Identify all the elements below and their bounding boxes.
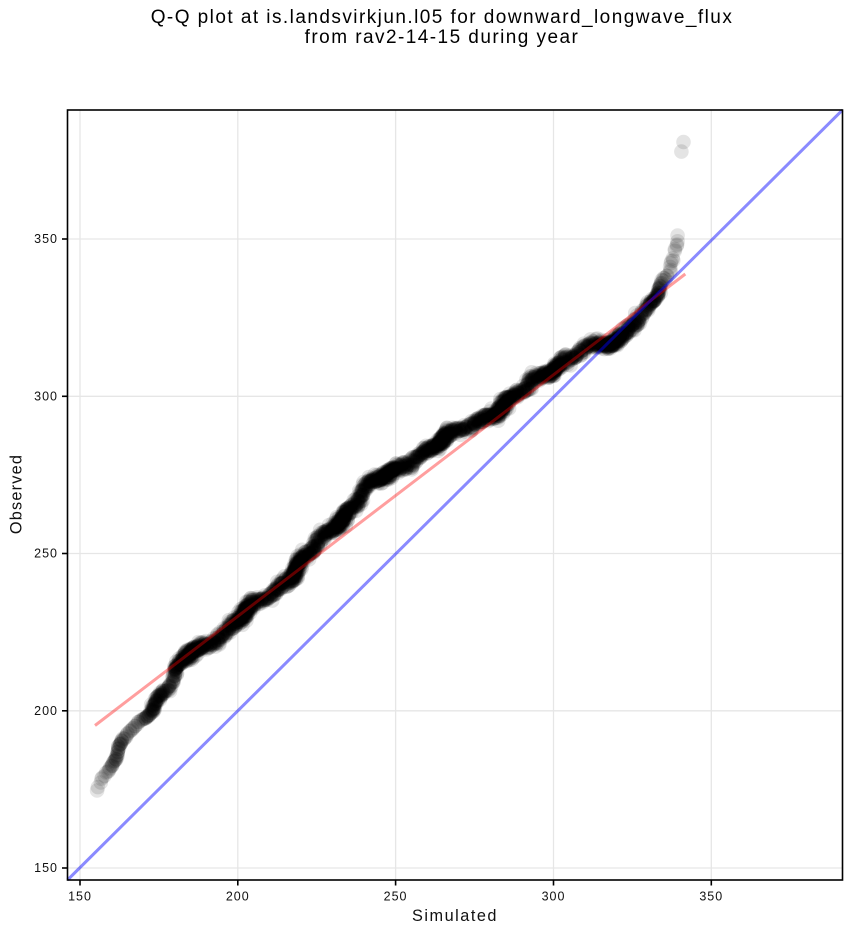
svg-text:150: 150 <box>34 861 58 875</box>
svg-text:from rav2-14-15 during year: from rav2-14-15 during year <box>305 27 580 48</box>
svg-text:250: 250 <box>384 890 408 904</box>
svg-text:300: 300 <box>34 390 58 404</box>
svg-text:200: 200 <box>226 890 250 904</box>
svg-text:250: 250 <box>34 547 58 561</box>
svg-text:150: 150 <box>68 890 92 904</box>
svg-text:Q-Q plot at is.landsvirkjun.l0: Q-Q plot at is.landsvirkjun.l05 for down… <box>151 7 734 28</box>
svg-text:350: 350 <box>699 890 723 904</box>
svg-text:200: 200 <box>34 704 58 718</box>
svg-text:300: 300 <box>542 890 566 904</box>
svg-text:Simulated: Simulated <box>412 907 498 925</box>
svg-text:Observed: Observed <box>8 454 26 534</box>
svg-text:350: 350 <box>34 232 58 246</box>
